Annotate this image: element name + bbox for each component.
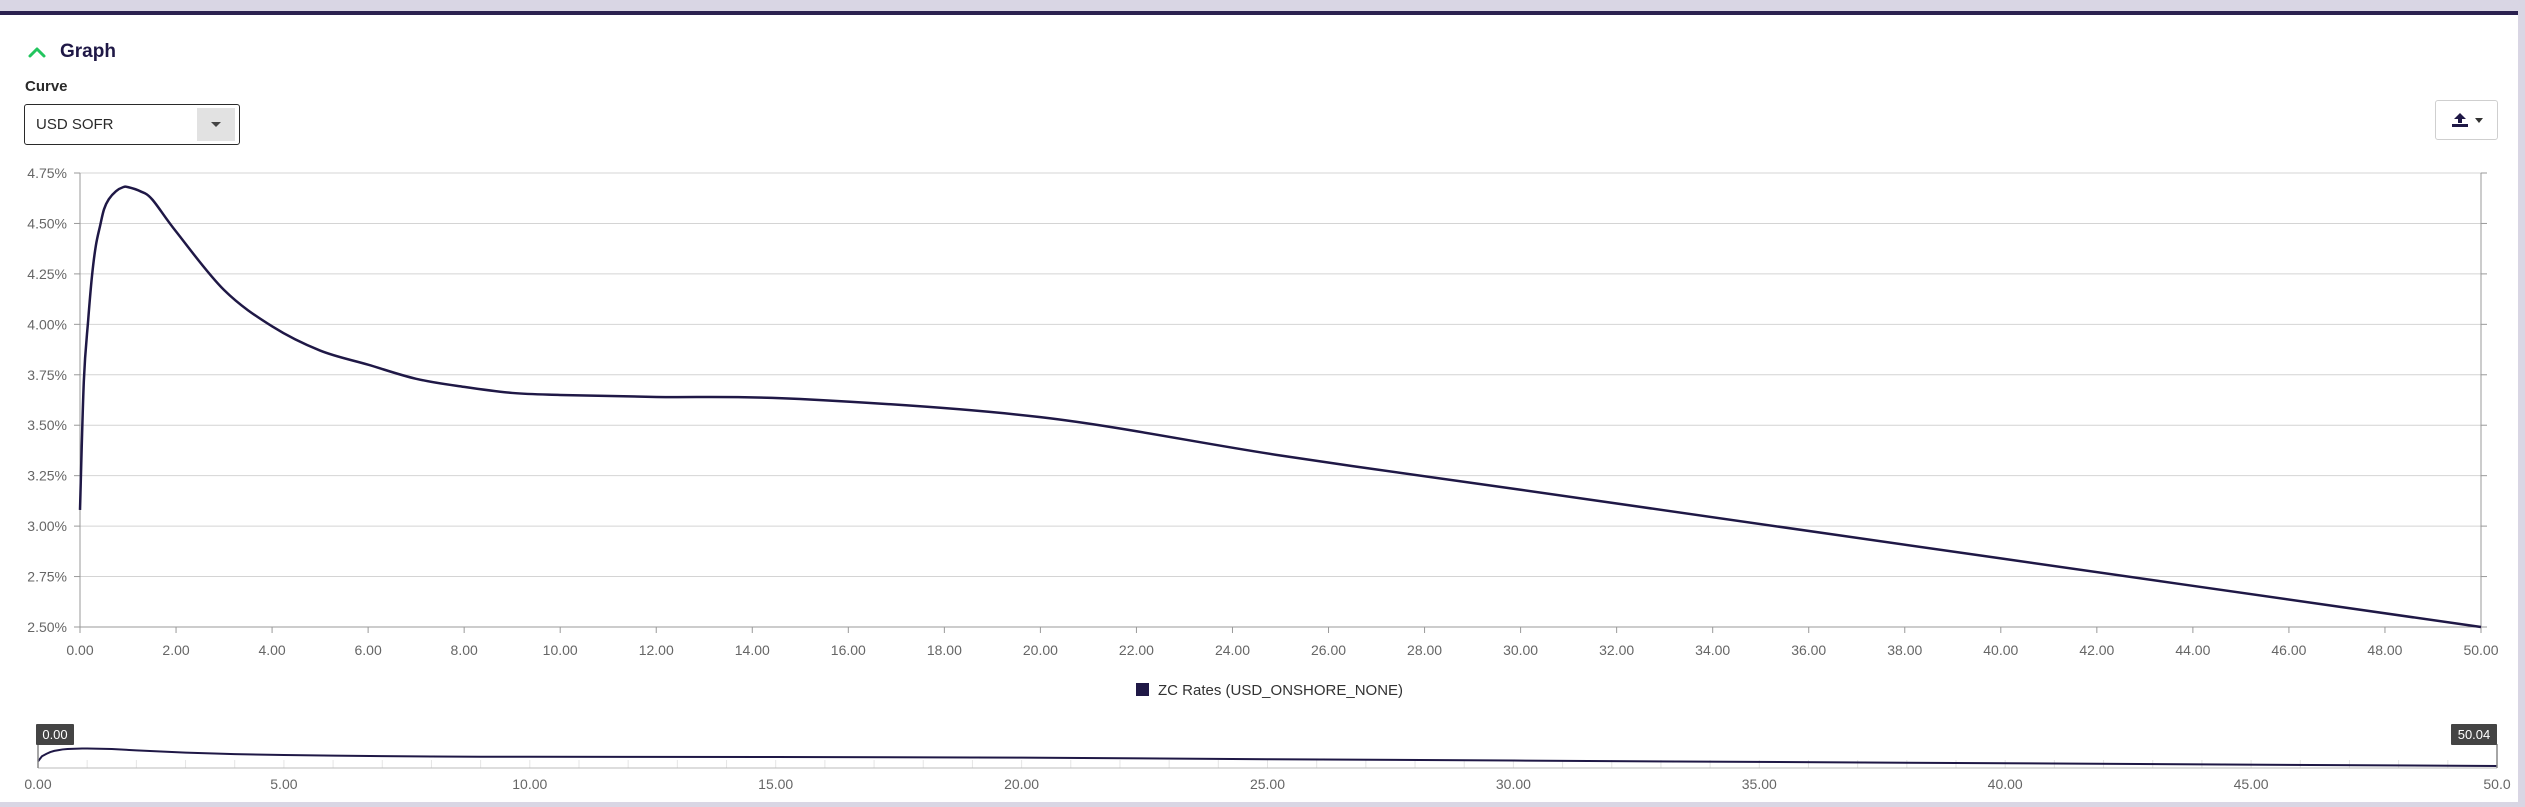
x-tick-label: 20.00	[1023, 642, 1058, 658]
y-tick-label: 4.00%	[27, 316, 67, 332]
navigator-series-line	[37, 747, 2498, 767]
legend-label[interactable]: ZC Rates (USD_ONSHORE_NONE)	[1158, 682, 1403, 699]
chevron-up-icon[interactable]	[26, 41, 48, 63]
navigator-tick-label: 40.00	[1988, 776, 2023, 792]
y-tick-label: 3.50%	[27, 417, 67, 433]
y-axis-ticks: 2.50% 2.75% 3.00% 3.25% 3.50% 3.75% 4.00% 4.25%…	[27, 165, 2487, 635]
x-tick-label: 36.00	[1791, 642, 1826, 658]
y-tick-label: 4.25%	[27, 266, 67, 282]
legend-swatch[interactable]	[1136, 683, 1149, 696]
graph-title: Graph	[60, 41, 116, 62]
x-tick-label: 50.00	[2463, 642, 2498, 658]
series-line[interactable]	[78, 185, 2482, 629]
x-tick-label: 22.00	[1119, 642, 1154, 658]
curve-select[interactable]: USD SOFR	[24, 104, 240, 145]
y-tick-label: 2.75%	[27, 569, 67, 585]
navigator-tick-label: 45.00	[2234, 776, 2269, 792]
x-tick-label: 32.00	[1599, 642, 1634, 658]
navigator-tick-label: 15.00	[758, 776, 793, 792]
x-tick-label: 16.00	[831, 642, 866, 658]
range-navigator[interactable]: 0.00 5.00 10.00 15.00 20.00 25.00 30.00 35.00 40…	[24, 724, 2511, 792]
y-tick-label: 3.25%	[27, 468, 67, 484]
x-tick-label: 42.00	[2079, 642, 2114, 658]
navigator-tick-label: 10.00	[512, 776, 547, 792]
navigator-tick-label: 5.00	[270, 776, 297, 792]
navigator-tick-label: 30.00	[1496, 776, 1531, 792]
export-button[interactable]	[2435, 100, 2498, 140]
x-tick-label: 4.00	[258, 642, 285, 658]
x-tick-label: 40.00	[1983, 642, 2018, 658]
x-tick-label: 12.00	[639, 642, 674, 658]
curve-select-value: USD SOFR	[36, 116, 114, 133]
x-tick-label: 48.00	[2367, 642, 2402, 658]
x-tick-label: 18.00	[927, 642, 962, 658]
series-lines	[78, 185, 2482, 629]
y-tick-label: 3.75%	[27, 367, 67, 383]
caret-down-icon	[2474, 117, 2483, 123]
axes	[79, 173, 2482, 628]
x-tick-label: 30.00	[1503, 642, 1538, 658]
curve-select-toggle[interactable]	[197, 108, 235, 141]
range-min-badge: 0.00	[36, 724, 74, 745]
y-tick-label: 4.75%	[27, 165, 67, 181]
x-tick-label: 26.00	[1311, 642, 1346, 658]
y-tick-label: 2.50%	[27, 619, 67, 635]
graph-section-header[interactable]: Graph	[26, 37, 116, 67]
range-max-label: 50.04	[2458, 727, 2491, 742]
curve-label: Curve	[25, 78, 68, 95]
x-tick-label: 44.00	[2175, 642, 2210, 658]
navigator-tick-label: 35.00	[1742, 776, 1777, 792]
graph-panel: Graph Curve USD SOFR	[0, 11, 2518, 802]
x-tick-label: 2.00	[162, 642, 189, 658]
x-tick-label: 6.00	[354, 642, 381, 658]
x-axis-ticks: 0.00 2.00 4.00 6.00 8.00 10.00 12.00 14.00 16.00…	[66, 627, 2499, 658]
x-tick-label: 38.00	[1887, 642, 1922, 658]
x-tick-label: 8.00	[451, 642, 478, 658]
caret-down-icon	[211, 122, 221, 127]
x-tick-label: 34.00	[1695, 642, 1730, 658]
x-tick-label: 46.00	[2271, 642, 2306, 658]
navigator-tick-label: 0.00	[24, 776, 51, 792]
range-max-badge: 50.04	[2451, 724, 2497, 745]
y-tick-label: 3.00%	[27, 518, 67, 534]
y-tick-label: 4.50%	[27, 215, 67, 231]
x-tick-label: 24.00	[1215, 642, 1250, 658]
x-tick-label: 10.00	[543, 642, 578, 658]
x-tick-label: 0.00	[66, 642, 93, 658]
range-min-label: 0.00	[42, 727, 67, 742]
navigator-tick-label: 50.0	[2483, 776, 2510, 792]
upload-icon	[2451, 113, 2468, 127]
legend[interactable]: ZC Rates (USD_ONSHORE_NONE)	[1136, 682, 1403, 699]
navigator-tick-label: 20.00	[1004, 776, 1039, 792]
grid-lines	[80, 172, 2481, 628]
x-tick-label: 14.00	[735, 642, 770, 658]
navigator-tick-label: 25.00	[1250, 776, 1285, 792]
x-tick-label: 28.00	[1407, 642, 1442, 658]
